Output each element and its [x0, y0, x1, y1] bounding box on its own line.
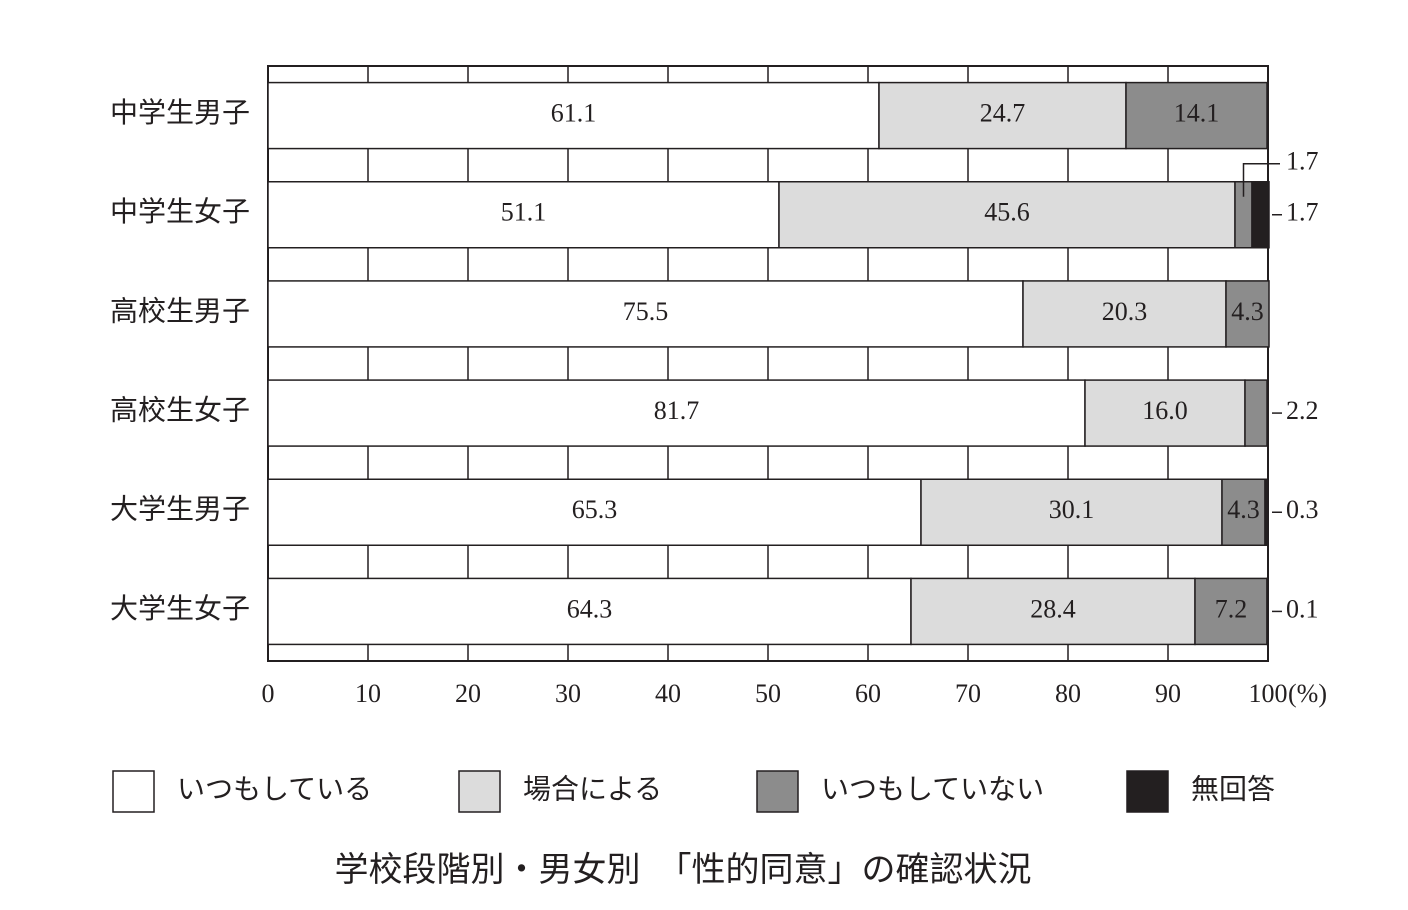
- bar-segment: [1264, 478, 1269, 546]
- leader-line: [1242, 163, 1280, 197]
- legend-label: 場合による: [523, 773, 662, 805]
- x-tick-label: 70: [955, 679, 981, 708]
- value-label: 0.3: [1286, 495, 1319, 524]
- bar-segment: [1225, 280, 1270, 348]
- x-tick-label: 50: [755, 679, 781, 708]
- x-unit: (%): [1288, 679, 1327, 708]
- legend-label: いつもしている: [177, 774, 372, 805]
- legend-swatch: [1126, 770, 1169, 813]
- bar-segment: [1194, 577, 1268, 646]
- bar-segment: [920, 478, 1223, 546]
- chart-title: 学校段階別・男女別 「性的同意」の確認状況: [335, 851, 1032, 889]
- category-label: 高校生女子: [110, 395, 250, 427]
- legend-label: いつもしていない: [821, 774, 1044, 805]
- value-label: 24.7: [980, 99, 1026, 128]
- bar-segment: [1266, 577, 1269, 646]
- category-label: 中学生女子: [110, 196, 250, 228]
- value-label: 1.7: [1286, 147, 1319, 176]
- value-label: 16.0: [1142, 396, 1188, 425]
- category-label: 高校生男子: [110, 295, 250, 327]
- bar-segment: [267, 478, 922, 546]
- legend-swatch: [756, 770, 799, 813]
- x-tick-label: 0: [262, 679, 275, 708]
- value-label: 4.3: [1231, 297, 1264, 326]
- bar-segment: [267, 280, 1024, 348]
- value-label: 64.3: [567, 594, 613, 623]
- value-label: 81.7: [654, 396, 700, 425]
- value-label: 20.3: [1102, 297, 1148, 326]
- x-tick-label: 40: [655, 679, 681, 708]
- x-tick-label: 80: [1055, 679, 1081, 708]
- value-label: 30.1: [1049, 495, 1095, 524]
- x-tick-label: 100: [1249, 679, 1288, 708]
- category-label: 中学生男子: [110, 97, 250, 129]
- bar-segment: [267, 379, 1086, 447]
- value-label: 0.1: [1286, 594, 1319, 623]
- x-tick-label: 20: [455, 679, 481, 708]
- value-label: 61.1: [551, 99, 597, 128]
- value-label: 28.4: [1030, 594, 1076, 623]
- value-label: 14.1: [1174, 99, 1220, 128]
- legend-swatch: [112, 770, 155, 813]
- value-label: 45.6: [984, 198, 1030, 227]
- bar-segment: [1221, 478, 1266, 546]
- bar-segment: [1084, 379, 1246, 447]
- bar-segment: [1251, 181, 1270, 249]
- value-label: 7.2: [1215, 594, 1248, 623]
- legend-swatch: [458, 770, 501, 813]
- value-label: 2.2: [1286, 396, 1319, 425]
- value-label: 65.3: [572, 495, 618, 524]
- value-label: 51.1: [501, 198, 547, 227]
- legend-label: 無回答: [1191, 773, 1275, 805]
- x-tick-label: 60: [855, 679, 881, 708]
- bar-segment: [1244, 379, 1268, 447]
- category-label: 大学生女子: [110, 593, 250, 625]
- plot-frame: [267, 65, 1269, 662]
- bar-segment: [778, 181, 1236, 249]
- value-label: 75.5: [623, 297, 669, 326]
- x-tick-label: 30: [555, 679, 581, 708]
- bar-segment: [1125, 81, 1268, 150]
- bar-segment: [267, 81, 880, 150]
- value-label: 4.3: [1227, 495, 1260, 524]
- x-tick-label: 90: [1155, 679, 1181, 708]
- x-tick-label: 10: [355, 679, 381, 708]
- category-label: 大学生男子: [110, 494, 250, 526]
- value-label: 1.7: [1286, 198, 1319, 227]
- bar-segment: [267, 577, 912, 646]
